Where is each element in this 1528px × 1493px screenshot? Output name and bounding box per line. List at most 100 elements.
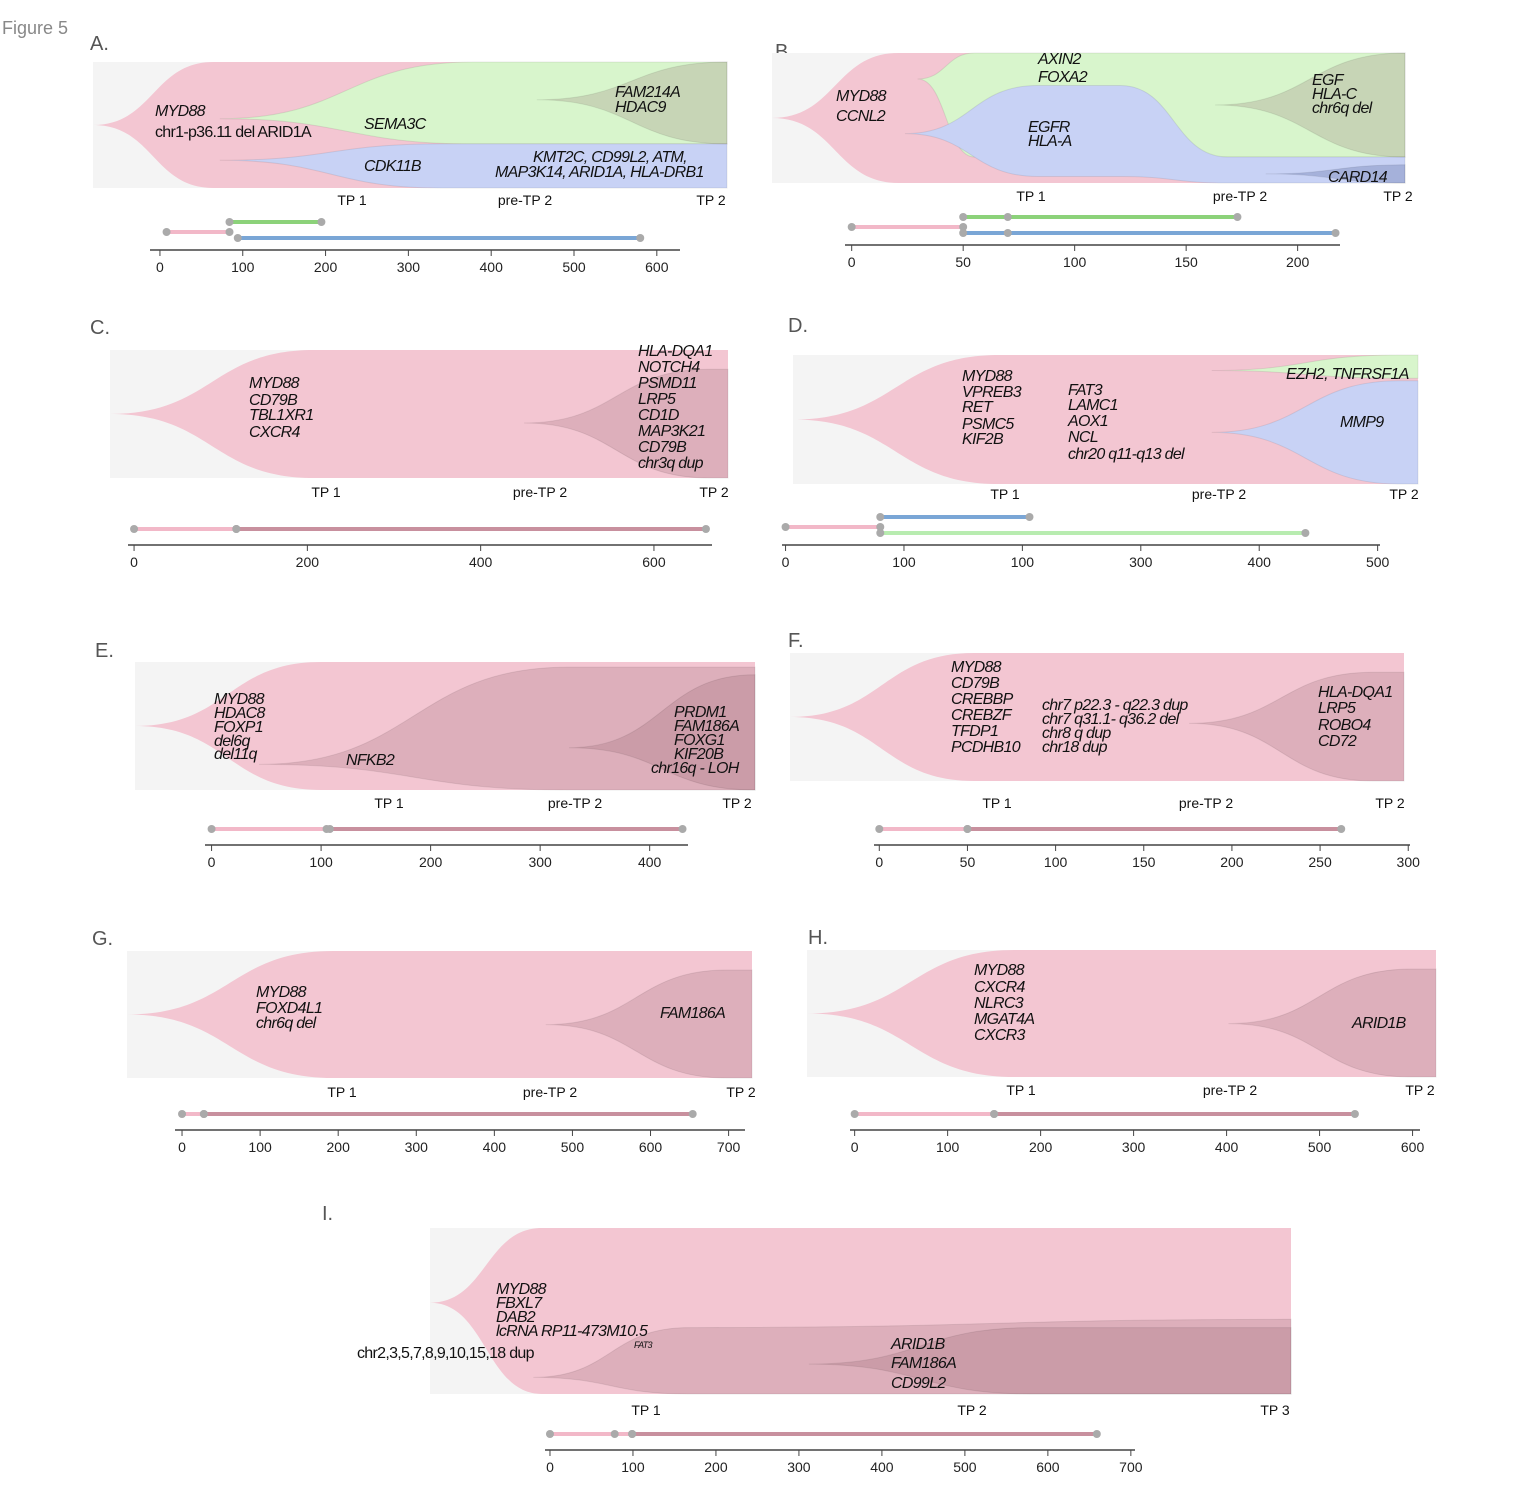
- timeline-point: [876, 513, 885, 521]
- tick-label: 700: [1119, 1459, 1143, 1475]
- timepoint-label: pre-TP 2: [513, 484, 567, 500]
- timeline-point: [963, 825, 972, 833]
- timeline-point: [1003, 229, 1012, 237]
- tick-label: 0: [208, 854, 216, 870]
- gene-annotation: MYD88: [974, 962, 1025, 979]
- timeline-point: [162, 228, 171, 236]
- timeline-point: [1301, 529, 1310, 537]
- gene-annotation: LRP5: [1318, 700, 1356, 717]
- tick-label: 300: [397, 259, 421, 275]
- tick-label: 250: [1308, 854, 1332, 870]
- gene-annotation: HLA-DQA1: [638, 343, 712, 360]
- gene-annotation: CD72: [1318, 733, 1357, 750]
- gene-annotation: AOX1: [1067, 413, 1108, 430]
- timepoint-label: TP 2: [1375, 795, 1405, 811]
- clone: [1189, 671, 1405, 782]
- timeline-point: [781, 523, 790, 531]
- gene-annotation: HLA-A: [1028, 133, 1072, 150]
- timeline-point: [232, 525, 241, 533]
- tick-label: 0: [851, 1139, 859, 1155]
- panel-label: D.: [788, 315, 808, 337]
- tick-label: 600: [1036, 1459, 1060, 1475]
- timeline-point: [1092, 1430, 1101, 1438]
- tick-label: 0: [875, 854, 883, 870]
- timeline-point: [317, 218, 326, 226]
- clone: [1228, 968, 1437, 1078]
- timepoint-label: TP 2: [957, 1402, 987, 1418]
- clone: [135, 662, 755, 790]
- gene-annotation: HLA-DQA1: [1318, 684, 1392, 701]
- gene-annotation: MYD88: [249, 375, 300, 392]
- gene-annotation: CREBBP: [951, 691, 1014, 708]
- gene-annotation: CREBZF: [951, 707, 1013, 724]
- gene-annotation: TFDP1: [951, 723, 998, 740]
- tick-label: 0: [782, 554, 790, 570]
- tick-label: 200: [327, 1139, 351, 1155]
- tick-label: 150: [1132, 854, 1156, 870]
- gene-annotation: chr2,3,5,7,8,9,10,15,18 dup: [357, 1345, 535, 1362]
- timeline-point: [628, 1430, 637, 1438]
- timepoint-label: pre-TP 2: [498, 192, 552, 208]
- gene-annotation: chr6q del: [256, 1015, 317, 1032]
- gene-annotation: ARID1B: [890, 1336, 946, 1353]
- timeline-point: [1350, 1110, 1359, 1118]
- tick-label: 200: [296, 554, 320, 570]
- timeline-point: [847, 223, 856, 231]
- tick-label: 400: [638, 854, 662, 870]
- timeline-point: [1331, 229, 1340, 237]
- timepoint-label: pre-TP 2: [1179, 795, 1233, 811]
- gene-annotation: PRDM1: [674, 704, 727, 721]
- gene-annotation: PSMD11: [638, 375, 697, 392]
- clone: [904, 84, 1406, 184]
- gene-annotation: VPREB3: [962, 384, 1022, 401]
- tick-label: 50: [960, 854, 976, 870]
- clone: [568, 674, 756, 791]
- timeline-point: [678, 825, 687, 833]
- tick-label: 400: [1248, 554, 1272, 570]
- gene-annotation: NFKB2: [346, 752, 395, 769]
- gene-annotation: FAT3: [634, 1340, 653, 1350]
- gene-annotation: FAM186A: [660, 1005, 725, 1022]
- gene-annotation: ARID1B: [1351, 1015, 1407, 1032]
- tick-label: 600: [642, 554, 666, 570]
- gene-annotation: FOXP1: [214, 719, 263, 736]
- tick-label: 500: [1308, 1139, 1332, 1155]
- tick-label: 400: [480, 259, 504, 275]
- gene-annotation: MGAT4A: [974, 1011, 1034, 1028]
- gene-annotation: CD1D: [638, 407, 680, 424]
- gene-annotation: MYD88: [962, 368, 1013, 385]
- panel-label: C.: [90, 317, 110, 339]
- gene-annotation: chr18 dup: [1042, 739, 1108, 756]
- clone: [1211, 380, 1419, 485]
- timepoint-label: pre-TP 2: [548, 795, 602, 811]
- clone: [430, 1228, 1291, 1394]
- gene-annotation: FOXG1: [674, 732, 725, 749]
- gene-annotation: CD79B: [951, 675, 1000, 692]
- timeline-point: [199, 1110, 208, 1118]
- timeline-point: [875, 825, 884, 833]
- panel-label: H.: [808, 927, 828, 949]
- gene-annotation: MAP3K21: [638, 423, 705, 440]
- gene-annotation: MYD88: [256, 984, 307, 1001]
- timeline-point: [959, 213, 968, 221]
- timeline-point: [701, 525, 710, 533]
- tick-label: 200: [314, 259, 338, 275]
- gene-annotation: CD99L2: [891, 1375, 946, 1392]
- gene-annotation: del11q: [214, 746, 257, 763]
- figure-label: Figure 5: [2, 18, 68, 38]
- gene-annotation: EZH2, TNFRSF1A: [1286, 366, 1409, 383]
- tick-label: 400: [1215, 1139, 1239, 1155]
- timepoint-label: TP 2: [696, 192, 726, 208]
- tick-label: 50: [955, 254, 971, 270]
- clone: [790, 653, 1404, 781]
- gene-annotation: MYD88: [214, 691, 265, 708]
- tick-label: 600: [1401, 1139, 1425, 1155]
- timepoint-label: TP 1: [1016, 188, 1046, 204]
- gene-annotation: RET: [962, 399, 994, 416]
- gene-annotation: MMP9: [1340, 414, 1384, 431]
- tick-label: 100: [248, 1139, 272, 1155]
- tick-label: 300: [405, 1139, 429, 1155]
- gene-annotation: CCNL2: [836, 108, 886, 125]
- gene-annotation: chr16q - LOH: [651, 760, 740, 777]
- gene-annotation: chr7 q31.1- q36.2 del: [1042, 711, 1180, 728]
